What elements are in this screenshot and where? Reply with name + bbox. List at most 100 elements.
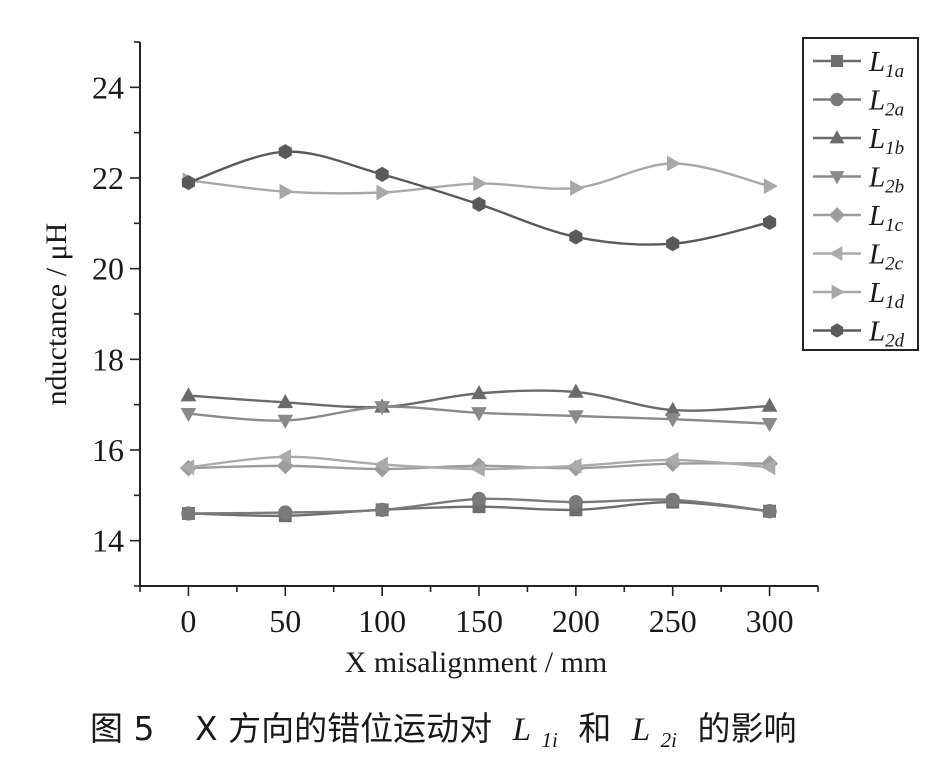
- data-point-L2b: [761, 417, 778, 433]
- x-tick-label: 300: [746, 603, 794, 639]
- legend-marker: [830, 92, 844, 107]
- legend-marker: [829, 171, 845, 185]
- data-point-L2b: [180, 407, 197, 423]
- x-tick-label: 0: [180, 603, 196, 639]
- legend-marker: [830, 54, 844, 68]
- data-point-L1b: [568, 383, 584, 398]
- data-point-L2d: [181, 174, 195, 191]
- x-tick-label: 100: [358, 603, 406, 639]
- data-point-L1b: [761, 397, 778, 412]
- legend-label: L2c: [868, 239, 904, 275]
- data-point-L2c: [276, 448, 292, 465]
- legend-marker: [831, 284, 845, 300]
- caption-term1: L: [512, 712, 531, 748]
- legend-item-L1a: L1a: [813, 46, 904, 82]
- legend-item-L1c: L1c: [813, 200, 904, 236]
- y-tick-label: 14: [92, 523, 124, 559]
- data-point-L2c: [664, 452, 679, 468]
- data-point-L2b: [471, 407, 487, 422]
- legend-label: L2d: [868, 316, 905, 352]
- data-point-L2a: [278, 505, 293, 520]
- caption-prefix: X 方向的错位运动对: [195, 709, 492, 748]
- legend-label: L1b: [868, 123, 904, 159]
- legend-marker: [829, 130, 845, 144]
- data-point-L1d: [279, 183, 294, 200]
- data-point-L1b: [277, 394, 294, 409]
- data-point-L2a: [762, 504, 777, 519]
- data-point-L1d: [473, 175, 488, 192]
- data-point-L2c: [180, 459, 195, 476]
- caption-suffix: 的影响: [698, 709, 797, 748]
- legend-item-L2c: L2c: [813, 239, 904, 275]
- x-axis-title: X misalignment / mm: [345, 646, 608, 679]
- series-L1b: [180, 383, 778, 416]
- y-tick-label: 20: [92, 251, 124, 287]
- data-point-L1b: [471, 384, 487, 400]
- data-point-L2a: [665, 492, 680, 508]
- series-L2a: [181, 491, 777, 521]
- x-tick-label: 50: [269, 603, 301, 639]
- data-point-L1d: [376, 184, 391, 201]
- data-point-L2b: [568, 410, 584, 425]
- series-L2b: [180, 401, 778, 433]
- svg-text:图 5 X 方向的错位运动对 L: 图 5 X 方向的错位运动对 L 1i 和 L 2i 的影响: [90, 709, 797, 755]
- data-point-L2d: [666, 236, 680, 252]
- legend-item-L2a: L2a: [813, 85, 904, 121]
- x-tick-label: 250: [649, 603, 697, 639]
- y-tick-label: 16: [92, 432, 124, 468]
- legend-label: L1d: [868, 277, 905, 313]
- legend-item-L1d: L1d: [813, 277, 905, 313]
- data-point-L2b: [277, 414, 294, 429]
- figure-caption: 图 5 X 方向的错位运动对 L 1i 和 L 2i 的影响: [90, 709, 797, 755]
- series-L2c: [180, 448, 776, 477]
- x-tick-label: 200: [552, 603, 600, 639]
- data-point-L2c: [567, 458, 582, 474]
- legend-label: L1a: [868, 46, 904, 82]
- legend-marker: [829, 207, 845, 223]
- data-point-L2d: [763, 214, 777, 231]
- caption-term1-subscript: 1i: [541, 728, 558, 752]
- legend-marker: [829, 246, 843, 261]
- series-L1d: [182, 155, 778, 201]
- legend-label: L1c: [868, 200, 904, 236]
- data-point-L2a: [568, 494, 584, 510]
- y-tick-label: 24: [92, 69, 124, 105]
- data-point-L2c: [761, 459, 776, 476]
- data-point-L2d: [278, 144, 292, 160]
- data-point-L1b: [180, 387, 197, 402]
- legend-item-L2d: L2d: [813, 316, 905, 352]
- data-point-L2a: [181, 506, 196, 521]
- data-point-L2d: [472, 196, 486, 212]
- data-point-L2c: [470, 461, 485, 477]
- data-point-L2a: [374, 502, 390, 517]
- legend-item-L2b: L2b: [813, 162, 904, 198]
- series-line-L1d: [188, 162, 770, 195]
- legend-item-L1b: L1b: [813, 123, 904, 159]
- y-axis-title: nductance / μH: [40, 223, 73, 406]
- data-point-L2d: [375, 166, 389, 182]
- line-chart: 14 16 18 20 22 24 0 50 100 150 200 250 300 L1aL2aL1b…: [40, 37, 919, 679]
- data-point-L2d: [569, 229, 583, 245]
- data-point-L2c: [373, 456, 388, 473]
- legend-label: L2b: [868, 162, 904, 198]
- data-point-L2b: [664, 413, 681, 428]
- caption-connector: 和: [578, 709, 611, 748]
- y-tick-label: 22: [92, 160, 124, 196]
- x-tick-label: 150: [455, 603, 503, 639]
- data-point-L2b: [374, 401, 390, 416]
- caption-term2-subscript: 2i: [661, 728, 678, 752]
- legend-box: [802, 37, 919, 351]
- caption-figure-label: 图 5: [90, 709, 155, 748]
- data-point-L1d: [666, 155, 682, 172]
- series-layer: [180, 144, 778, 523]
- series-L2d: [181, 144, 777, 252]
- data-point-L2a: [471, 491, 487, 507]
- legend-label: L2a: [868, 85, 904, 121]
- legend-marker: [830, 323, 844, 338]
- data-point-L1d: [570, 180, 585, 196]
- axes: 14 16 18 20 22 24 0 50 100 150 200 250 300: [92, 41, 819, 639]
- data-point-L1d: [763, 178, 778, 195]
- y-tick-label: 18: [92, 341, 124, 377]
